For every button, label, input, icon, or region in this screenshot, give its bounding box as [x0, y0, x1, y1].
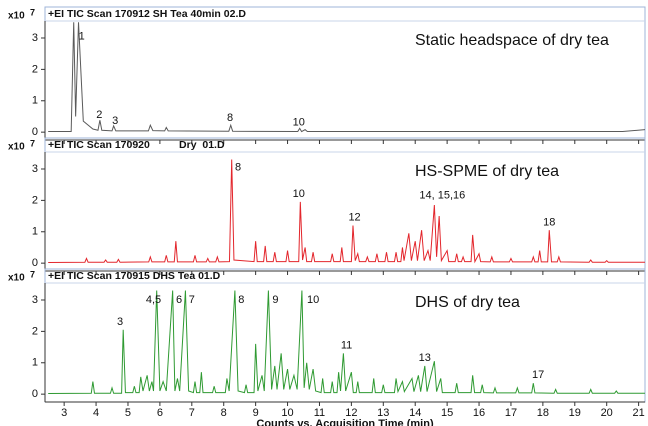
x-axis-title: Counts vs. Acquisition Time (min)	[256, 418, 434, 426]
y-tick-label: 2	[32, 325, 38, 337]
x-tick-label: 17	[505, 407, 517, 419]
x-tick-label: 18	[537, 407, 549, 419]
peak-label: 11	[341, 339, 352, 351]
peak-label: 8	[238, 294, 244, 306]
y-tick-label: 3	[32, 294, 38, 306]
peak-label: 13	[419, 352, 431, 364]
peak-label: 8	[235, 161, 241, 173]
x-tick-label: 6	[157, 407, 163, 419]
y-tick-label: 2	[32, 194, 38, 206]
panel-label: HS-SPME of dry tea	[415, 163, 559, 180]
x-tick-label: 12	[345, 407, 357, 419]
peak-label: 10	[293, 117, 305, 129]
x-tick-label: 19	[569, 407, 581, 419]
peak-label: 4,5	[146, 294, 161, 306]
panel-header: +EI TIC Scan 170912 SH Tea 40min 02.D	[48, 8, 246, 20]
peak-label: 14, 15,16	[419, 190, 465, 202]
panel-header: +EI TIC Scan 170915 DHS Tea 01.D	[48, 270, 221, 282]
y-tick-label: 2	[32, 63, 38, 75]
y-tick-label: 1	[32, 226, 38, 238]
peak-label: 10	[293, 188, 305, 200]
trace	[48, 22, 645, 133]
peak-label: 17	[532, 369, 544, 381]
x-tick-label: 21	[632, 407, 644, 419]
x-tick-label: 9	[253, 407, 259, 419]
x-tick-label: 5	[125, 407, 131, 419]
panel-label: Static headspace of dry tea	[415, 32, 609, 49]
y-tick-label: 1	[32, 357, 38, 369]
peak-label: 3	[112, 115, 118, 127]
peak-label: 1	[79, 30, 85, 42]
x-tick-label: 14	[409, 407, 421, 419]
y-scale-base: x10	[8, 11, 25, 22]
y-scale-exponent: 7	[30, 7, 35, 17]
peak-label: 8	[227, 112, 233, 124]
trace	[48, 159, 645, 264]
panel-label: DHS of dry tea	[415, 294, 520, 311]
peak-label: 6	[176, 294, 182, 306]
peak-label: 7	[189, 294, 195, 306]
x-tick-label: 4	[93, 407, 99, 419]
y-tick-label: 0	[32, 388, 38, 400]
y-tick-label: 1	[32, 95, 38, 107]
peak-label: 2	[96, 109, 102, 121]
y-tick-label: 3	[32, 163, 38, 175]
y-tick-label: 0	[32, 257, 38, 269]
x-tick-label: 15	[441, 407, 453, 419]
panel-header: +EI TIC Scan 170920 Dry 01.D	[48, 139, 225, 151]
panel-frame	[44, 137, 646, 272]
y-scale-base: x10	[8, 142, 25, 153]
y-tick-label: 3	[32, 32, 38, 44]
peak-label: 3	[117, 316, 123, 328]
x-tick-label: 20	[601, 407, 613, 419]
panel-frame	[44, 6, 646, 141]
peak-label: 12	[348, 212, 360, 224]
x-tick-label: 7	[189, 407, 195, 419]
trace	[48, 290, 645, 395]
x-tick-label: 16	[473, 407, 485, 419]
x-tick-label: 10	[281, 407, 293, 419]
peak-label: 18	[543, 216, 555, 228]
peak-label: 10	[307, 294, 319, 306]
x-tick-label: 13	[377, 407, 389, 419]
peak-label: 9	[272, 294, 278, 306]
x-tick-label: 3	[61, 407, 67, 419]
y-tick-label: 0	[32, 126, 38, 138]
y-scale-base: x10	[8, 273, 25, 284]
y-scale-exponent: 7	[30, 269, 35, 279]
y-scale-exponent: 7	[30, 138, 35, 148]
x-tick-label: 8	[221, 407, 227, 419]
x-tick-label: 11	[314, 407, 325, 419]
